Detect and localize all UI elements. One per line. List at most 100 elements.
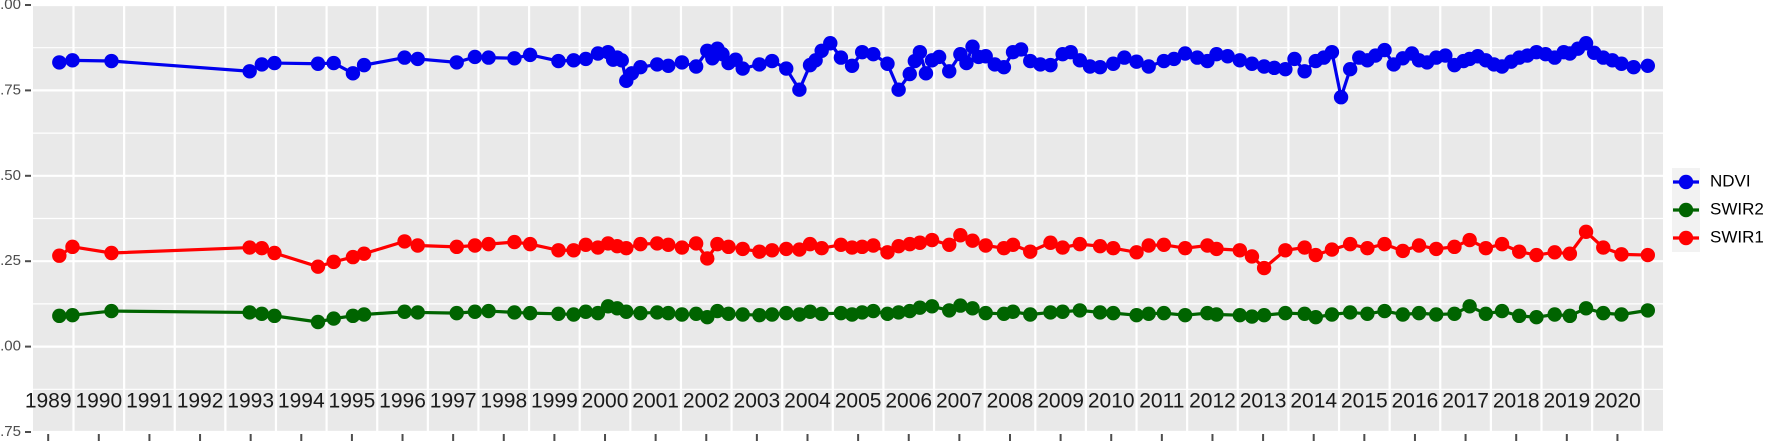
series-swir1	[52, 224, 1656, 276]
legend-item-ndvi[interactable]: NDVI	[1672, 168, 1751, 196]
data-point-ndvi	[633, 59, 648, 75]
x-tick-label: 2000	[582, 390, 629, 413]
data-point-ndvi	[752, 57, 767, 72]
data-point-swir2	[802, 304, 818, 319]
data-point-swir1	[924, 232, 940, 248]
data-point-swir1	[522, 236, 538, 252]
data-point-swir1	[649, 236, 665, 251]
y-tick-label: 1.00	[0, 338, 21, 355]
data-point-ndvi	[1626, 59, 1641, 75]
legend-item-swir2[interactable]: SWIR2	[1672, 196, 1764, 224]
x-tick-label: 2001	[632, 390, 679, 413]
data-point-ndvi	[912, 44, 928, 60]
data-point-ndvi	[674, 55, 690, 70]
data-point-swir1	[1596, 240, 1611, 255]
data-point-ndvi	[833, 50, 849, 65]
data-point-swir1	[1023, 244, 1038, 259]
data-point-ndvi	[918, 66, 934, 81]
data-point-swir2	[880, 306, 895, 322]
data-point-ndvi	[1267, 60, 1282, 76]
data-point-ndvi	[959, 55, 974, 71]
data-point-swir1	[1614, 247, 1629, 262]
data-point-swir1	[1156, 237, 1172, 252]
data-point-swir2	[1209, 307, 1224, 322]
data-point-ndvi	[1141, 59, 1156, 74]
x-tick-label: 2009	[1037, 390, 1084, 413]
data-point-ndvi	[522, 47, 538, 63]
data-point-swir2	[953, 298, 968, 313]
data-point-swir2	[854, 305, 870, 320]
data-point-ndvi	[481, 50, 496, 65]
data-point-swir1	[710, 236, 725, 252]
data-point-swir2	[1529, 310, 1544, 325]
x-tick-label: 1996	[379, 390, 426, 413]
data-point-ndvi	[1342, 62, 1358, 77]
data-point-swir1	[700, 251, 715, 266]
series-ndvi	[52, 36, 1656, 105]
data-point-swir2	[891, 305, 906, 320]
data-point-swir1	[1411, 238, 1427, 253]
data-point-ndvi	[1013, 42, 1029, 57]
data-point-ndvi	[735, 61, 750, 76]
data-point-ndvi	[104, 53, 119, 69]
data-point-swir1	[866, 238, 881, 253]
x-tick-label: 1994	[278, 390, 325, 413]
data-point-swir2	[764, 307, 780, 322]
data-point-swir2	[1360, 306, 1375, 322]
data-point-swir1	[891, 238, 906, 254]
data-point-ndvi	[891, 82, 906, 97]
data-point-swir1	[633, 236, 648, 252]
data-point-swir1	[267, 245, 282, 261]
data-point-ndvi	[254, 57, 270, 72]
x-tick-label: 2018	[1493, 390, 1540, 413]
data-point-ndvi	[267, 55, 282, 71]
data-point-swir1	[674, 240, 690, 255]
data-point-swir2	[481, 303, 496, 319]
data-point-ndvi	[792, 82, 807, 97]
data-point-swir2	[619, 304, 634, 319]
data-point-swir1	[953, 228, 968, 243]
data-point-swir2	[578, 304, 593, 319]
data-point-swir2	[674, 307, 690, 322]
data-point-swir1	[1360, 241, 1375, 256]
data-point-ndvi	[1092, 59, 1108, 75]
data-point-swir2	[752, 307, 767, 323]
data-point-swir1	[310, 259, 326, 274]
data-point-ndvi	[1578, 36, 1594, 51]
x-tick-label: 2020	[1594, 390, 1641, 413]
data-point-swir1	[942, 237, 957, 252]
data-point-swir1	[1177, 241, 1193, 256]
data-point-swir1	[1529, 247, 1544, 263]
legend-item-swir1[interactable]: SWIR1	[1672, 224, 1764, 252]
data-point-swir1	[1640, 247, 1656, 263]
data-point-swir2	[1478, 306, 1494, 322]
data-point-swir2	[1092, 305, 1108, 320]
data-point-swir1	[688, 236, 704, 251]
x-tick-label: 2003	[734, 390, 781, 413]
y-tick-label: 2.00	[0, 0, 21, 13]
chart-legend[interactable]: NDVI SWIR2 SWIR1	[1672, 168, 1764, 252]
data-point-swir1	[1055, 240, 1070, 255]
data-point-swir2	[866, 303, 881, 319]
data-point-swir2	[978, 305, 993, 321]
data-point-swir2	[912, 300, 928, 315]
data-point-ndvi	[688, 59, 704, 74]
data-point-swir2	[1429, 307, 1444, 322]
data-point-swir2	[965, 301, 980, 316]
data-point-ndvi	[1232, 53, 1248, 68]
legend-marker-circle-marker	[1678, 174, 1694, 190]
data-point-swir1	[1232, 243, 1248, 258]
data-point-swir2	[1043, 305, 1058, 320]
data-point-ndvi	[1043, 57, 1058, 73]
data-point-ndvi	[326, 55, 341, 71]
data-point-swir2	[1342, 305, 1358, 320]
data-point-ndvi	[52, 55, 67, 70]
data-point-ndvi	[942, 64, 957, 79]
data-point-ndvi	[65, 53, 80, 68]
data-point-ndvi	[1129, 54, 1144, 69]
data-point-swir2	[345, 308, 361, 324]
data-point-ndvi	[779, 61, 794, 76]
data-point-swir2	[1578, 301, 1594, 316]
